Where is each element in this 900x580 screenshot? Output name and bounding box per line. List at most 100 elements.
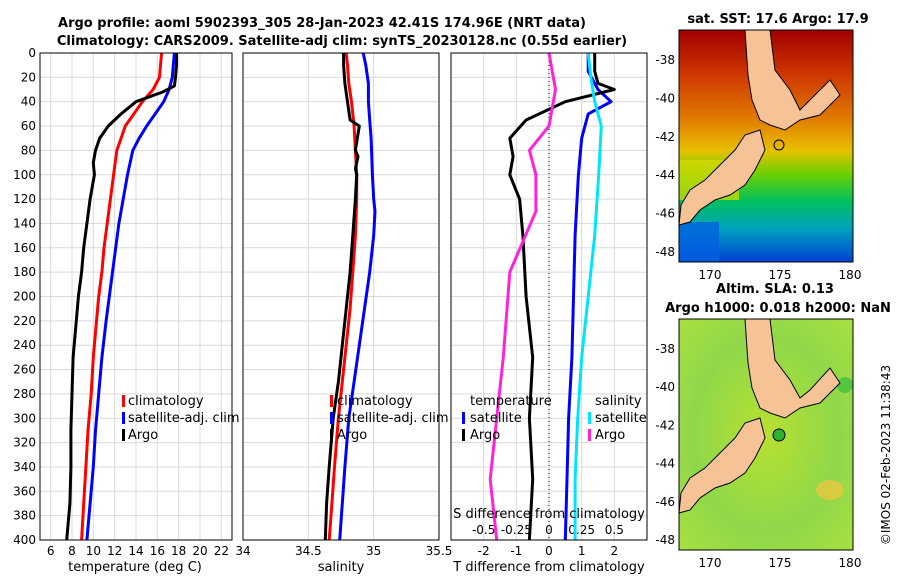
- x-tick-label: -2: [478, 544, 490, 558]
- sla-patch: [837, 377, 853, 393]
- map-lon-tick-label: 175: [769, 268, 792, 282]
- sla-map-title-2: Argo h1000: 0.018 h2000: NaN: [665, 301, 891, 316]
- legend-temperature-title: temperature: [470, 394, 552, 409]
- legend-swatch-satellite: [122, 412, 125, 424]
- map-lat-tick-label: -46: [655, 207, 675, 221]
- series-line-s-argo: [488, 52, 557, 541]
- series-line-argo: [65, 53, 178, 541]
- argo-position-marker: [773, 139, 785, 151]
- x-tick-label: 1: [578, 544, 586, 558]
- series-line-t-argo: [508, 53, 616, 541]
- panel-frame: [242, 52, 440, 541]
- x-tick-label: 20: [192, 544, 207, 558]
- north-island: [744, 318, 841, 419]
- legend-salinity-title: salinity: [595, 394, 642, 409]
- salinity-panel: 34 34.5 35 35.5: [235, 52, 453, 558]
- panel-frame: [450, 52, 648, 541]
- x-tick-label: 35.5: [426, 544, 453, 558]
- salinity-xlabel: salinity: [318, 560, 365, 575]
- series-line-climatology: [327, 52, 359, 541]
- legend-swatch-t-argo: [462, 429, 465, 441]
- sla-patch: [816, 480, 844, 500]
- map-lon-tick-label: 170: [699, 556, 722, 570]
- south-island: [678, 129, 766, 226]
- map-lat-tick-label: -40: [655, 380, 675, 394]
- imos-credit: ©IMOS 02-Feb-2023 11:38:43: [879, 365, 893, 545]
- x-tick-label: 8: [68, 544, 76, 558]
- t-difference-xlabel: T difference from climatology: [452, 560, 645, 575]
- x-tick-label: 6: [47, 544, 55, 558]
- series-line-t-satellite: [563, 53, 613, 541]
- legend-climatology: climatology: [128, 394, 204, 409]
- legend-swatch-s-argo: [588, 429, 591, 441]
- map-lat-tick-label: -42: [655, 418, 675, 432]
- map-lat-tick-label: -38: [655, 53, 675, 67]
- north-island: [744, 29, 841, 131]
- sla-map-frame: [678, 318, 854, 551]
- y-tick-label: 120: [13, 192, 36, 206]
- y-tick-label: 20: [21, 70, 36, 84]
- y-tick-label: 240: [13, 338, 36, 352]
- y-tick-label: 60: [21, 119, 36, 133]
- s-difference-xlabel: S difference from climatology: [453, 507, 645, 522]
- series-line-argo: [323, 53, 361, 541]
- map-lat-tick-label: -42: [655, 130, 675, 144]
- y-tick-label: 40: [21, 95, 36, 109]
- map-lat-tick-label: -48: [655, 533, 675, 547]
- sla-map: [678, 318, 854, 551]
- map-lat-tick-label: -44: [655, 457, 675, 471]
- map-lat-tick-label: -46: [655, 495, 675, 509]
- series-line-climatology: [80, 52, 164, 541]
- series-line-s-satellite: [573, 52, 603, 540]
- legend-t-argo: Argo: [470, 428, 500, 443]
- legend-satellite: satellite-adj. clim: [128, 411, 240, 426]
- y-tick-label: 380: [13, 509, 36, 523]
- x-tick-label: 16: [150, 544, 165, 558]
- series-line-satellite-adj-clim: [85, 52, 176, 541]
- map-lon-tick-label: 170: [699, 268, 722, 282]
- argo-position-marker: [772, 428, 786, 442]
- x-tick-label: 18: [171, 544, 186, 558]
- x-top-tick-label: 0.5: [605, 523, 624, 537]
- x-top-tick-label: 0.25: [568, 523, 595, 537]
- sst-map-title: sat. SST: 17.6 Argo: 17.9: [687, 12, 868, 27]
- y-tick-label: 220: [13, 314, 36, 328]
- y-tick-label: 260: [13, 363, 36, 377]
- x-tick-label: 12: [107, 544, 122, 558]
- map-lat-tick-label: -38: [655, 342, 675, 356]
- legend-swatch-climatology: [330, 395, 333, 407]
- x-tick-label: 34: [235, 544, 250, 558]
- temperature-xlabel: temperature (deg C): [68, 560, 202, 575]
- x-tick-label: -1: [510, 544, 522, 558]
- x-top-tick-label: 0: [545, 523, 553, 537]
- y-tick-label: 280: [13, 387, 36, 401]
- map-lat-tick-label: -40: [655, 91, 675, 105]
- y-tick-label: 80: [21, 143, 36, 157]
- y-tick-label: 340: [13, 460, 36, 474]
- map-lon-tick-label: 175: [769, 556, 792, 570]
- x-top-tick-label: -0.5: [472, 523, 495, 537]
- x-tick-label: 22: [214, 544, 229, 558]
- y-tick-label: 320: [13, 436, 36, 450]
- map-lon-tick-label: 180: [839, 556, 862, 570]
- y-tick-label: 180: [13, 265, 36, 279]
- legend-swatch-s-satellite: [588, 412, 591, 424]
- y-tick-label: 160: [13, 241, 36, 255]
- sst-map-frame: [678, 29, 854, 263]
- figure-title-line2: Climatology: CARS2009. Satellite-adj cli…: [57, 34, 627, 49]
- x-tick-label: 14: [128, 544, 143, 558]
- legend-climatology: climatology: [337, 394, 413, 409]
- legend-satellite: satellite-adj. clim: [337, 411, 449, 426]
- x-tick-label: 10: [86, 544, 101, 558]
- map-lat-tick-label: -48: [655, 245, 675, 259]
- y-tick-label: 100: [13, 168, 36, 182]
- legend-swatch-argo: [122, 429, 125, 441]
- legend-t-satellite: satellite: [470, 411, 522, 426]
- legend-argo: Argo: [337, 428, 367, 443]
- map-ticks: -38 -40 -42 -44 -46 -48 170 175 180 -38 -40 -42 -44 -…: [655, 53, 861, 570]
- difference-legend: temperature satellite Argo salinity sate…: [462, 394, 647, 443]
- y-tick-label: 0: [28, 46, 36, 60]
- legend-s-satellite: satellite: [595, 411, 647, 426]
- y-tick-label: 300: [13, 411, 36, 425]
